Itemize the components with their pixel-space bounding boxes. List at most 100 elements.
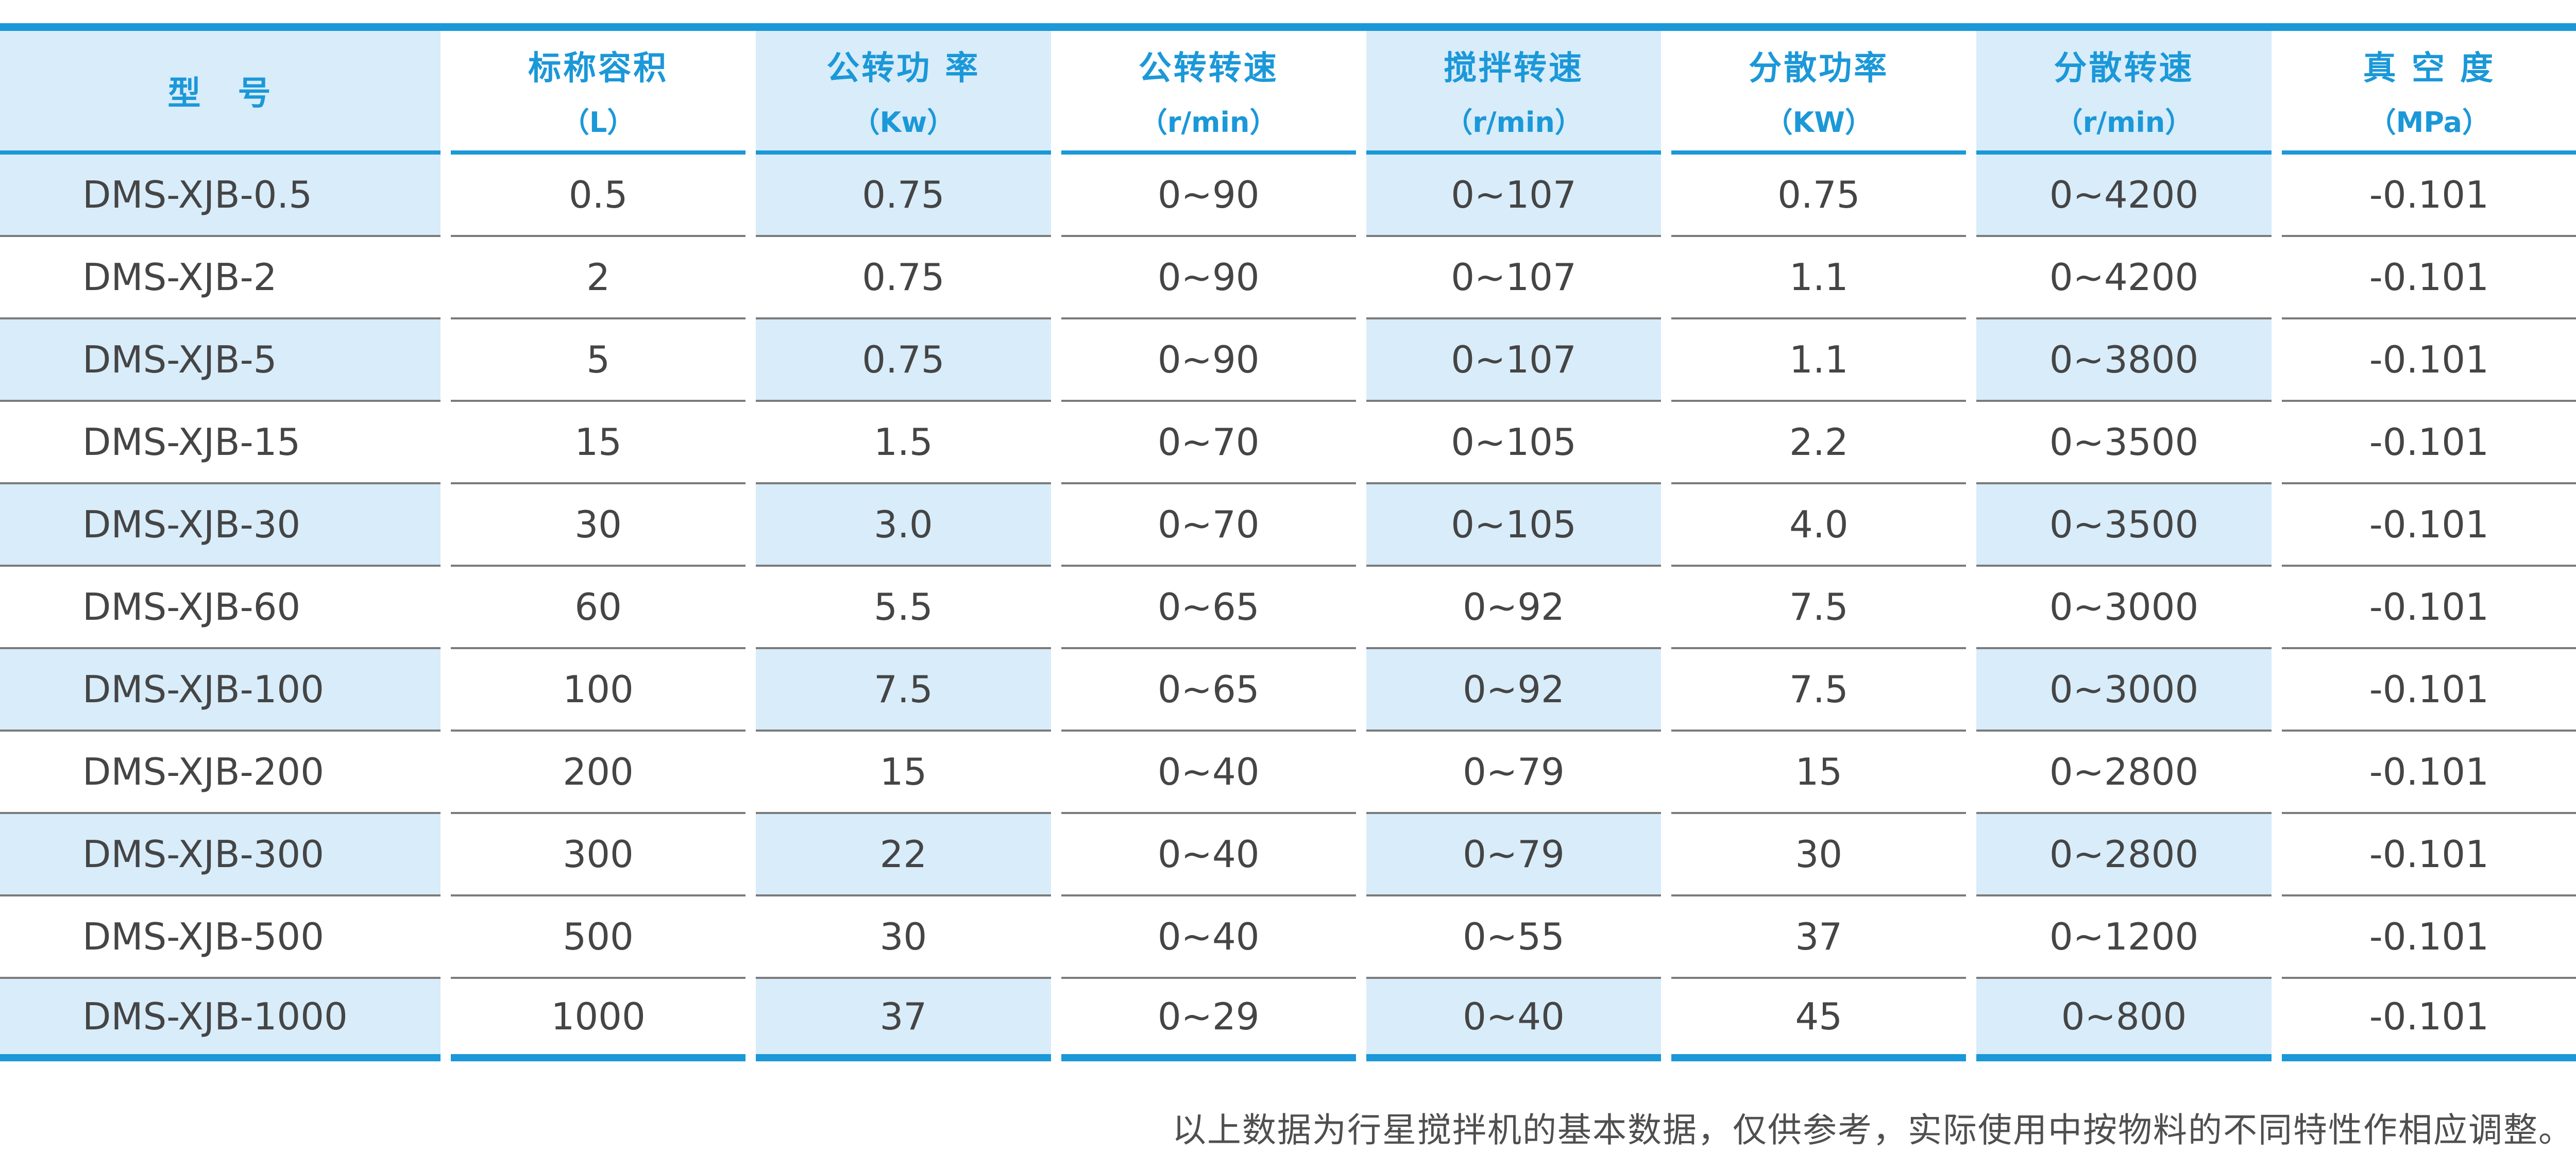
value-cell: 15 [451, 402, 746, 484]
value-cell: 30 [756, 896, 1051, 979]
value-cell: -0.101 [2281, 484, 2576, 567]
value-cell: 5 [451, 319, 746, 402]
value-cell: 1000 [451, 979, 746, 1061]
table-header-row: 型 号 标称容积 （L） 公转功 率 （Kw） 公转转速 （r/min） 搅拌转速 （r/min… [0, 31, 2576, 155]
value-cell: 0~105 [1366, 484, 1662, 567]
value-cell: 7.5 [1671, 649, 1967, 732]
value-cell: 100 [451, 649, 746, 732]
value-cell: 0~65 [1061, 649, 1356, 732]
value-cell: 0~3500 [1976, 484, 2272, 567]
footer-note: 以上数据为行星搅拌机的基本数据，仅供参考，实际使用中按物料的不同特性作相应调整。 [1172, 1110, 2573, 1150]
value-cell: 22 [756, 814, 1051, 896]
value-cell: 0~92 [1366, 567, 1662, 649]
value-cell: -0.101 [2281, 402, 2576, 484]
value-cell: 45 [1671, 979, 1967, 1061]
column-header-label: 型 号 [167, 75, 273, 113]
value-cell: 0.5 [451, 155, 746, 237]
value-cell: 0~40 [1061, 814, 1356, 896]
value-cell: 7.5 [1671, 567, 1967, 649]
value-cell: 2.2 [1671, 402, 1967, 484]
value-cell: 0~79 [1366, 732, 1662, 814]
column-header-2: 公转功 率 （Kw） [756, 31, 1051, 155]
column-header-unit: （Kw） [852, 106, 955, 139]
value-cell: 1.1 [1671, 319, 1967, 402]
column-header-label: 搅拌转速 [1443, 49, 1584, 88]
value-cell: -0.101 [2281, 649, 2576, 732]
spec-table: 型 号 标称容积 （L） 公转功 率 （Kw） 公转转速 （r/min） 搅拌转速 （r/min… [0, 31, 2576, 1061]
column-header-label: 真 空 度 [2363, 49, 2496, 88]
value-cell: 0~65 [1061, 567, 1356, 649]
model-cell: DMS-XJB-5 [0, 319, 440, 402]
value-cell: 0.75 [756, 155, 1051, 237]
model-cell: DMS-XJB-200 [0, 732, 440, 814]
value-cell: -0.101 [2281, 319, 2576, 402]
value-cell: -0.101 [2281, 814, 2576, 896]
value-cell: 0.75 [756, 319, 1051, 402]
column-header-label: 标称容积 [528, 49, 669, 88]
value-cell: 0~3800 [1976, 319, 2272, 402]
value-cell: 0~107 [1366, 319, 1662, 402]
value-cell: 0~2800 [1976, 732, 2272, 814]
value-cell: 4.0 [1671, 484, 1967, 567]
value-cell: 0~1200 [1976, 896, 2272, 979]
value-cell: 0~3000 [1976, 567, 2272, 649]
value-cell: -0.101 [2281, 732, 2576, 814]
value-cell: 37 [1671, 896, 1967, 979]
value-cell: 0~40 [1366, 979, 1662, 1061]
value-cell: 0~55 [1366, 896, 1662, 979]
model-cell: DMS-XJB-2 [0, 237, 440, 319]
model-cell: DMS-XJB-300 [0, 814, 440, 896]
column-header-unit: （MPa） [2368, 106, 2490, 139]
model-cell: DMS-XJB-15 [0, 402, 440, 484]
value-cell: 0~40 [1061, 732, 1356, 814]
value-cell: -0.101 [2281, 567, 2576, 649]
value-cell: -0.101 [2281, 979, 2576, 1061]
value-cell: -0.101 [2281, 896, 2576, 979]
value-cell: 7.5 [756, 649, 1051, 732]
value-cell: 0~3000 [1976, 649, 2272, 732]
column-header-5: 分散功率 （KW） [1671, 31, 1967, 155]
value-cell: 1.5 [756, 402, 1051, 484]
column-header-7: 真 空 度 （MPa） [2281, 31, 2576, 155]
value-cell: 0~800 [1976, 979, 2272, 1061]
model-cell: DMS-XJB-60 [0, 567, 440, 649]
column-header-0: 型 号 [0, 31, 440, 155]
value-cell: 2 [451, 237, 746, 319]
value-cell: 0~105 [1366, 402, 1662, 484]
value-cell: 0~90 [1061, 319, 1356, 402]
value-cell: 1.1 [1671, 237, 1967, 319]
table-body: DMS-XJB-0.5 0.5 0.75 0~90 0~107 0.75 0~4200 -0.… [0, 155, 2576, 1061]
value-cell: 0.75 [756, 237, 1051, 319]
column-header-label: 分散转速 [2054, 49, 2194, 88]
column-header-label: 公转功 率 [826, 49, 980, 88]
value-cell: 300 [451, 814, 746, 896]
model-cell: DMS-XJB-500 [0, 896, 440, 979]
value-cell: 0~92 [1366, 649, 1662, 732]
value-cell: 37 [756, 979, 1051, 1061]
value-cell: 0~2800 [1976, 814, 2272, 896]
value-cell: 0~107 [1366, 237, 1662, 319]
value-cell: 0~70 [1061, 402, 1356, 484]
column-header-unit: （L） [561, 106, 635, 139]
model-cell: DMS-XJB-30 [0, 484, 440, 567]
value-cell: -0.101 [2281, 237, 2576, 319]
value-cell: 0~90 [1061, 155, 1356, 237]
value-cell: 5.5 [756, 567, 1051, 649]
column-header-label: 分散功率 [1749, 49, 1889, 88]
value-cell: 0~79 [1366, 814, 1662, 896]
column-header-label: 公转转速 [1138, 49, 1279, 88]
value-cell: 0~40 [1061, 896, 1356, 979]
column-header-1: 标称容积 （L） [451, 31, 746, 155]
value-cell: 0~4200 [1976, 237, 2272, 319]
value-cell: 3.0 [756, 484, 1051, 567]
value-cell: -0.101 [2281, 155, 2576, 237]
column-header-3: 公转转速 （r/min） [1061, 31, 1356, 155]
value-cell: 0~107 [1366, 155, 1662, 237]
table-top-border [0, 23, 2576, 31]
model-cell: DMS-XJB-1000 [0, 979, 440, 1061]
column-header-unit: （r/min） [1445, 106, 1583, 139]
value-cell: 0~29 [1061, 979, 1356, 1061]
value-cell: 0.75 [1671, 155, 1967, 237]
value-cell: 0~70 [1061, 484, 1356, 567]
